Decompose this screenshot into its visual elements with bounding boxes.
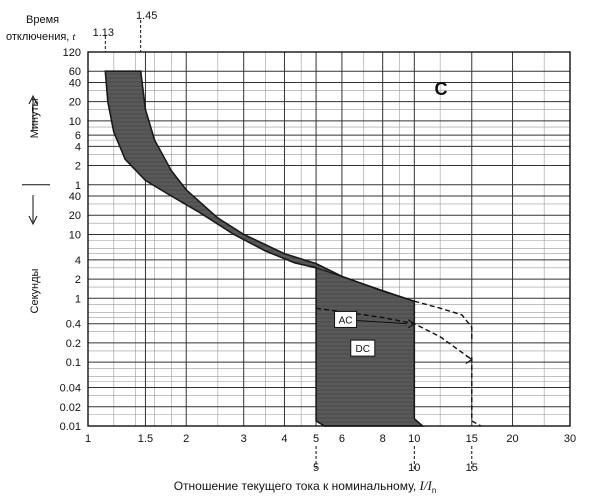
y-tick-label: 0.01 bbox=[60, 421, 81, 433]
bottom-marker-label: 15 bbox=[466, 462, 478, 474]
dc-arrow-head bbox=[407, 319, 416, 329]
y-tick-label: 120 bbox=[63, 47, 81, 59]
minutes-arrow-head bbox=[28, 94, 38, 105]
dc-annotation-label: DC bbox=[356, 344, 370, 355]
y-tick-label: 60 bbox=[69, 66, 81, 78]
x-tick-label: 15 bbox=[466, 433, 478, 445]
y-tick-label: 2 bbox=[75, 274, 81, 286]
y-tick-label: 0.02 bbox=[60, 402, 81, 414]
x-tick-label: 4 bbox=[281, 433, 287, 445]
bottom-marker-label: 10 bbox=[408, 462, 420, 474]
y-tick-label: 1 bbox=[75, 180, 81, 192]
dc-dashed-upper bbox=[414, 300, 473, 343]
dc-annotation: DC bbox=[350, 339, 376, 357]
ylabel-line2: отключения, t bbox=[6, 31, 76, 43]
ac-annotation-label: AC bbox=[339, 315, 353, 326]
ac-annotation: AC bbox=[334, 310, 408, 328]
y-tick-label: 10 bbox=[69, 229, 81, 241]
tripping-band bbox=[104, 70, 425, 427]
x-tick-label: 3 bbox=[241, 433, 247, 445]
y-tick-label: 1 bbox=[75, 293, 81, 305]
dc-arrow-head bbox=[465, 355, 473, 365]
ylabel-line1: Время bbox=[26, 14, 59, 26]
curve-type-label: C bbox=[435, 79, 448, 99]
y-tick-label: 6 bbox=[75, 130, 81, 142]
dc-annotation-box bbox=[350, 339, 376, 357]
x-tick-label: 10 bbox=[408, 433, 420, 445]
seconds-label: Секунды bbox=[29, 268, 41, 313]
y-tick-label: 0.1 bbox=[66, 357, 81, 369]
bottom-marker-label: 5 bbox=[313, 462, 319, 474]
seconds-arrow-head bbox=[28, 215, 38, 226]
x-tick-label: 8 bbox=[380, 433, 386, 445]
y-tick-label: 20 bbox=[69, 210, 81, 222]
band-transition-line bbox=[315, 267, 415, 302]
y-tick-label: 10 bbox=[69, 116, 81, 128]
x-tick-label: 20 bbox=[506, 433, 518, 445]
y-tick-label: 0.04 bbox=[60, 383, 81, 395]
x-tick-label: 2 bbox=[183, 433, 189, 445]
y-tick-label: 0.4 bbox=[66, 319, 81, 331]
y-tick-label: 4 bbox=[75, 141, 81, 153]
x-tick-label: 5 bbox=[313, 433, 319, 445]
ac-annotation-pointer bbox=[356, 319, 408, 325]
top-marker-label: 1.45 bbox=[136, 10, 157, 22]
trip-band-area bbox=[104, 70, 425, 427]
axes: 1 1.5 2 3 4 5 6 8 10 15 20 301206040201064214020104… bbox=[22, 20, 576, 471]
plot-frame bbox=[87, 51, 571, 427]
x-tick-label: 1 bbox=[85, 433, 91, 445]
ac-annotation-box bbox=[334, 310, 358, 328]
dc-dashed-curves bbox=[316, 300, 482, 427]
minutes-label: Минуты bbox=[29, 98, 41, 138]
x-tick-label: 30 bbox=[564, 433, 576, 445]
top-marker-label: 1.13 bbox=[93, 27, 114, 39]
y-tick-label: 20 bbox=[69, 97, 81, 109]
x-tick-label: 1.5 bbox=[138, 433, 153, 445]
labels: AC DC C 1.13 1.45 Время отключения, t Минуты Сек… bbox=[6, 10, 478, 495]
xlabel: Отношение текущего тока к номинальному, … bbox=[174, 478, 437, 495]
y-tick-label: 4 bbox=[75, 255, 81, 267]
y-tick-label: 0.2 bbox=[66, 338, 81, 350]
y-tick-label: 40 bbox=[69, 77, 81, 89]
y-tick-label: 2 bbox=[75, 161, 81, 173]
y-tick-label: 40 bbox=[69, 191, 81, 203]
x-tick-label: 6 bbox=[339, 433, 345, 445]
